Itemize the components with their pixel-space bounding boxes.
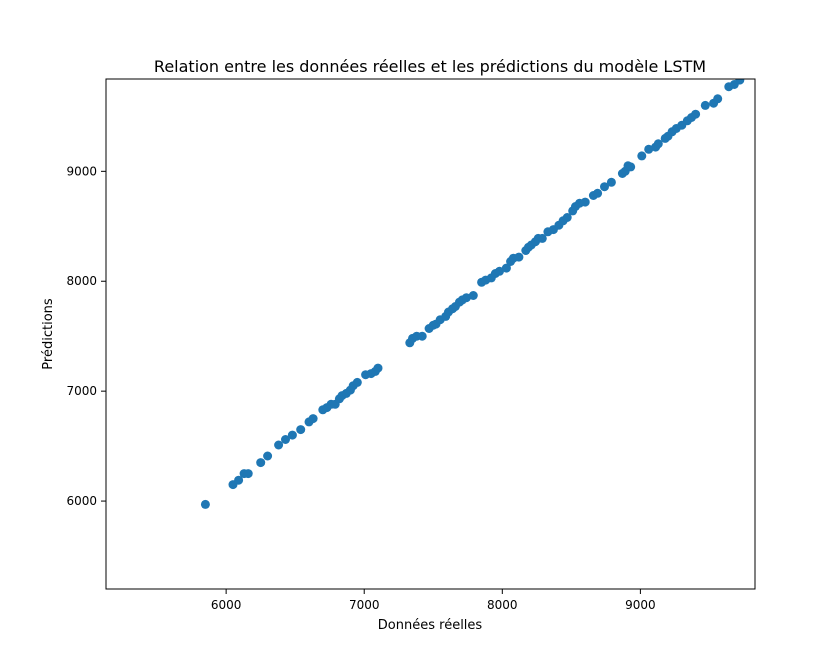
y-axis: 6000 7000 8000 9000 (66, 164, 106, 508)
data-point (243, 469, 253, 479)
data-point (308, 414, 318, 424)
x-tick-label: 7000 (349, 598, 380, 612)
plot-area (105, 78, 756, 590)
data-point (700, 100, 710, 110)
data-point (287, 430, 297, 440)
data-point (234, 475, 244, 485)
data-point (691, 109, 701, 119)
y-tick-label: 8000 (66, 274, 97, 288)
data-point (580, 197, 590, 207)
x-tick-label: 9000 (625, 598, 656, 612)
chart-title: Relation entre les données réelles et le… (154, 57, 706, 76)
data-point (274, 440, 284, 450)
plot-frame (105, 78, 756, 590)
x-axis-label: Données réelles (378, 618, 483, 633)
data-point (626, 162, 636, 172)
data-point (606, 177, 616, 187)
data-point (653, 139, 663, 149)
x-tick-label: 6000 (211, 598, 242, 612)
data-point (296, 425, 306, 435)
data-point (713, 94, 723, 104)
data-point (562, 213, 572, 222)
data-point (735, 79, 745, 85)
data-point (637, 151, 647, 161)
data-point (373, 363, 383, 373)
data-point (263, 451, 273, 461)
data-point (352, 377, 362, 387)
x-tick-label: 8000 (487, 598, 518, 612)
data-point (281, 435, 290, 444)
data-point (593, 188, 603, 198)
data-point (644, 144, 654, 154)
data-point (256, 458, 266, 468)
y-tick-label: 7000 (66, 384, 97, 398)
y-tick-label: 6000 (66, 494, 97, 508)
data-point (537, 233, 547, 243)
data-point (501, 263, 511, 273)
data-point (461, 293, 471, 303)
x-axis: 6000 7000 8000 9000 (211, 589, 656, 612)
data-point (495, 266, 504, 276)
data-point (468, 291, 478, 300)
data-point (417, 331, 427, 341)
data-point (514, 252, 524, 262)
y-axis-label: Prédictions (41, 298, 56, 370)
data-point (200, 499, 210, 509)
data-point (600, 182, 609, 192)
data-points (200, 79, 745, 509)
y-tick-label: 9000 (66, 164, 97, 178)
